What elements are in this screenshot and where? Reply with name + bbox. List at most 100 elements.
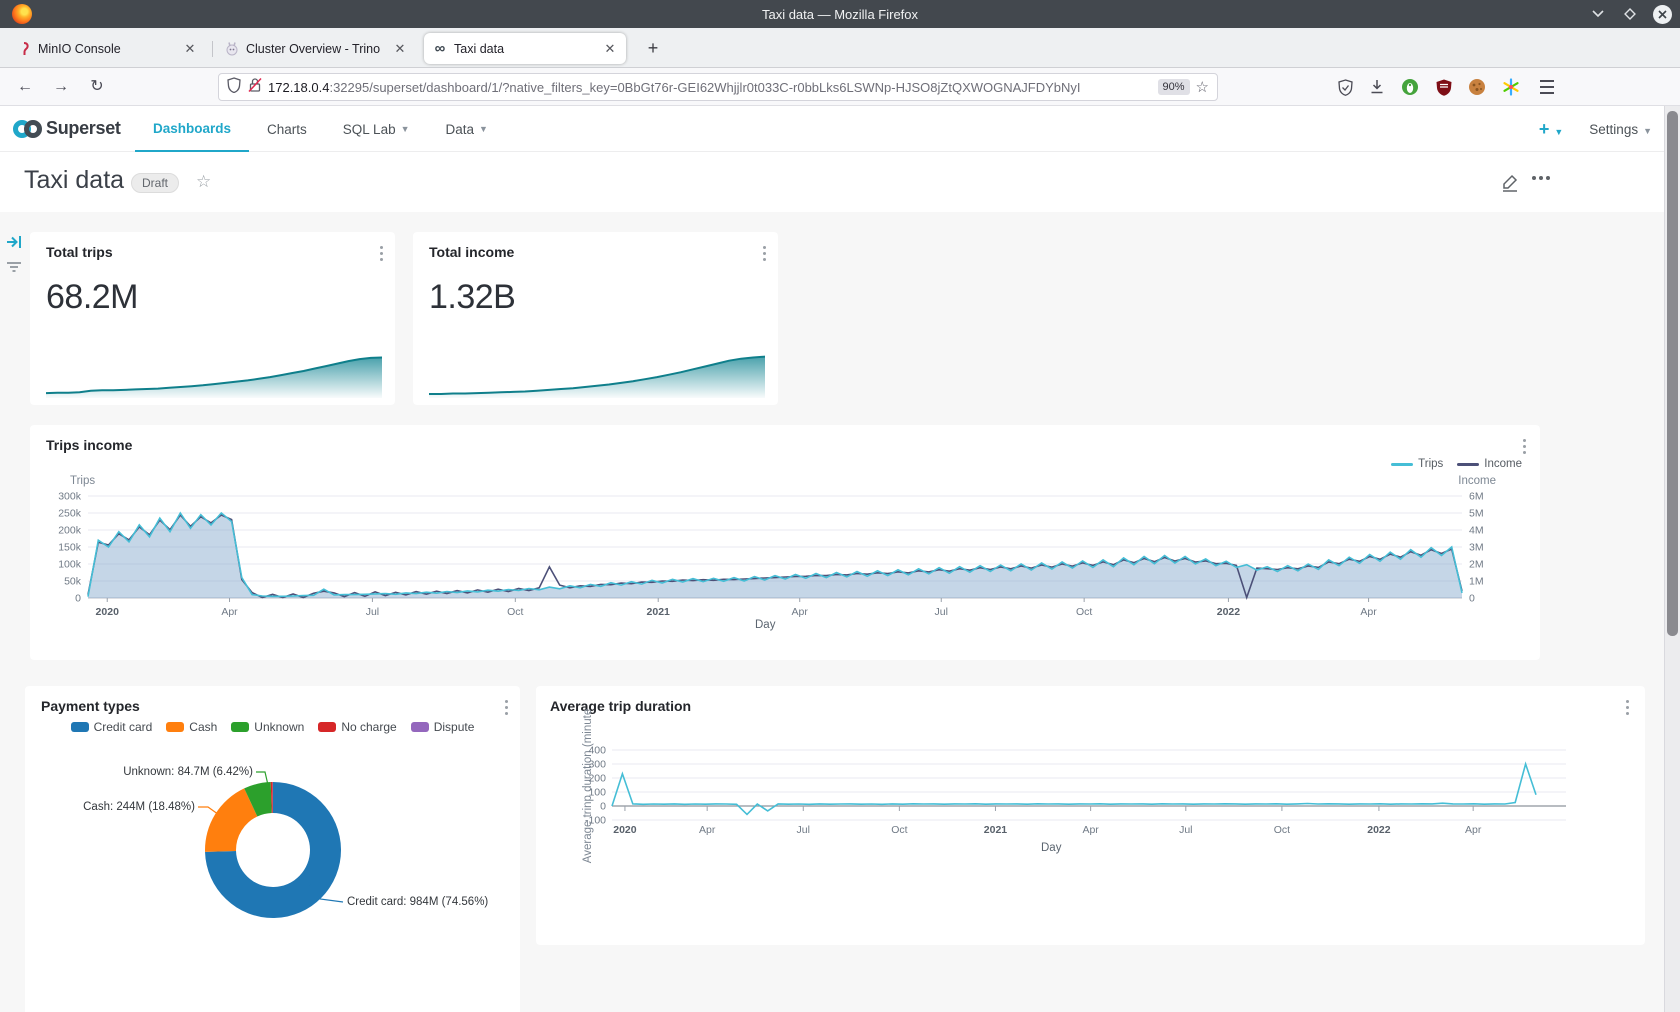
dashboard-body: Total trips 68.2M Total income 1.32B Tri… xyxy=(0,212,1680,1012)
window-close-button[interactable] xyxy=(1653,5,1672,24)
page-scrollbar xyxy=(1664,106,1680,1012)
tab-taxi-data-active[interactable]: ∞ Taxi data ✕ xyxy=(424,33,626,64)
scrollbar-thumb[interactable] xyxy=(1667,111,1678,636)
legend-swatch xyxy=(1391,463,1413,466)
settings-menu[interactable]: Settings▼ xyxy=(1589,122,1652,137)
window-maximize-button[interactable] xyxy=(1621,5,1639,23)
legend-item-income[interactable]: Income xyxy=(1457,458,1522,470)
expand-filter-bar-icon[interactable] xyxy=(6,234,24,255)
url-path: :32295/superset/dashboard/1/?native_filt… xyxy=(329,80,1080,95)
legend-item-trips[interactable]: Trips xyxy=(1391,458,1443,470)
status-badge: Draft xyxy=(131,173,179,193)
x-tick-label: Jul xyxy=(935,606,948,618)
x-tick-label: 2020 xyxy=(613,824,637,836)
superset-logo-icon[interactable] xyxy=(10,115,44,148)
favorite-star-icon[interactable]: ☆ xyxy=(196,172,211,192)
tab-close-icon[interactable]: ✕ xyxy=(182,41,198,57)
url-text: 172.18.0.4:32295/superset/dashboard/1/?n… xyxy=(268,80,1152,95)
donut-callout-label: Unknown: 84.7M (6.42%) xyxy=(123,766,253,778)
kebab-menu-icon[interactable] xyxy=(380,246,383,261)
y-tick-label: 200k xyxy=(58,525,82,537)
donut-callouts: Unknown: 84.7M (6.42%) Cash: 244M (18.48%… xyxy=(25,686,520,1012)
x-tick-label: Oct xyxy=(1076,606,1092,618)
card-trips-income: Trips income TripsIncome Trips Income 30… xyxy=(30,425,1540,660)
zoom-level-badge[interactable]: 90% xyxy=(1158,79,1190,95)
nav-label: Data xyxy=(446,122,475,137)
nav-label: Charts xyxy=(267,122,307,137)
window-minimize-button[interactable] xyxy=(1589,5,1607,23)
x-tick-label: 2020 xyxy=(96,606,120,618)
y-tick-label: 3M xyxy=(1469,542,1484,554)
nav-charts[interactable]: Charts xyxy=(249,106,325,152)
add-new-button[interactable]: +▼ xyxy=(1539,119,1563,140)
kebab-menu-icon[interactable] xyxy=(1626,700,1629,715)
tab-close-icon[interactable]: ✕ xyxy=(392,41,408,57)
y-tick-label: 6M xyxy=(1469,491,1484,503)
back-button[interactable]: ← xyxy=(12,74,38,100)
reload-button[interactable]: ↻ xyxy=(84,74,110,100)
chevron-down-icon: ▼ xyxy=(1554,127,1563,137)
edit-dashboard-icon[interactable] xyxy=(1500,172,1522,194)
x-tick-label: Apr xyxy=(792,606,809,618)
x-tick-label: Apr xyxy=(221,606,238,618)
nav-sql-lab[interactable]: SQL Lab▼ xyxy=(325,106,428,152)
legend-swatch xyxy=(1457,463,1479,466)
menu-icon[interactable] xyxy=(1536,76,1558,98)
lock-insecure-icon[interactable] xyxy=(248,77,262,98)
nav-dashboards[interactable]: Dashboards xyxy=(135,106,249,152)
forward-button[interactable]: → xyxy=(48,74,74,100)
shield-check-icon[interactable] xyxy=(1334,76,1356,98)
tab-separator xyxy=(212,41,213,57)
ublock-origin-icon[interactable] xyxy=(1433,76,1455,98)
tab-close-icon[interactable]: ✕ xyxy=(602,41,618,57)
kebab-menu-icon[interactable] xyxy=(1523,439,1526,454)
tab-title: Taxi data xyxy=(454,42,596,56)
y-tick-label: 300k xyxy=(58,491,82,503)
multi-account-containers-icon[interactable] xyxy=(1500,76,1522,98)
y-tick-label: 5M xyxy=(1469,508,1484,520)
big-number-value: 1.32B xyxy=(429,278,515,317)
y-axis-title: Average trinp duration (minute xyxy=(582,686,594,886)
x-tick-label: Apr xyxy=(699,824,716,836)
trino-bunny-icon xyxy=(224,41,240,57)
big-number-value: 68.2M xyxy=(46,278,138,317)
x-tick-label: Oct xyxy=(891,824,907,836)
x-tick-label: Apr xyxy=(1082,824,1099,836)
settings-label: Settings xyxy=(1589,122,1638,137)
y-tick-label: 150k xyxy=(58,542,82,554)
y-tick-label: 0 xyxy=(1469,593,1475,605)
left-axis-title: Trips xyxy=(70,475,95,487)
nav-data[interactable]: Data▼ xyxy=(428,106,506,152)
income-line xyxy=(88,515,1462,598)
filter-funnel-icon[interactable] xyxy=(6,260,22,278)
y-tick-label: 4M xyxy=(1469,525,1484,537)
y-tick-label: 250k xyxy=(58,508,82,520)
y-tick-label: 100k xyxy=(58,559,82,571)
tab-trino-cluster[interactable]: Cluster Overview - Trino ✕ xyxy=(216,33,416,64)
donut-callout-label: Cash: 244M (18.48%) xyxy=(83,801,195,813)
privacy-badger-icon[interactable] xyxy=(1399,76,1421,98)
page-title: Taxi data xyxy=(24,166,124,195)
y-tick-label: 0 xyxy=(75,593,81,605)
tab-minio-console[interactable]: MinIO Console ✕ xyxy=(8,33,206,64)
shield-permissions-icon[interactable] xyxy=(227,77,241,98)
cookie-icon[interactable] xyxy=(1466,76,1488,98)
new-tab-button[interactable]: + xyxy=(640,36,666,62)
chart-title: Trips income xyxy=(46,437,132,453)
bookmark-star-icon[interactable]: ☆ xyxy=(1196,78,1209,96)
y-tick-label: 1M xyxy=(1469,576,1484,588)
minio-flamingo-icon xyxy=(16,41,32,57)
x-tick-label: Oct xyxy=(507,606,523,618)
superset-brand-text[interactable]: Superset xyxy=(46,118,121,139)
url-bar[interactable]: 172.18.0.4:32295/superset/dashboard/1/?n… xyxy=(218,73,1218,101)
more-options-icon[interactable] xyxy=(1532,176,1550,180)
y-tick-label: 2M xyxy=(1469,559,1484,571)
kebab-menu-icon[interactable] xyxy=(763,246,766,261)
card-total-income: Total income 1.32B xyxy=(413,232,778,405)
duration-line xyxy=(612,764,1536,814)
download-icon[interactable] xyxy=(1366,76,1388,98)
chevron-down-icon: ▼ xyxy=(401,124,410,134)
chart-title: Total trips xyxy=(46,244,113,260)
donut-callout-label: Credit card: 984M (74.56%) xyxy=(347,896,488,908)
browser-toolbar: ← → ↻ 172.18.0.4:32295/superset/dashboar… xyxy=(0,68,1680,106)
